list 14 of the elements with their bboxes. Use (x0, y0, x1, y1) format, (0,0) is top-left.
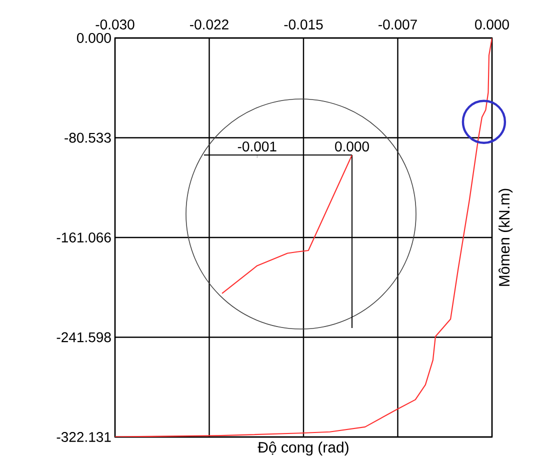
y-axis-title: Mômen (kN.m) (498, 188, 513, 286)
x-axis-title: Độ cong (rad) (258, 442, 348, 456)
x-tick-label: 0.000 (475, 20, 509, 30)
x-tick-label: -0.030 (96, 20, 134, 30)
y-tick-label: -241.598 (56, 332, 111, 342)
y-tick-label: 0.000 (76, 33, 111, 43)
x-tick-label: -0.007 (378, 20, 417, 30)
line-series (115, 38, 492, 437)
x-tick-label: -0.022 (190, 20, 228, 30)
x-tick-label: -0.001 (238, 142, 276, 152)
y-tick-label: -322.131 (56, 432, 111, 442)
y-tick-label: -161.066 (56, 232, 111, 242)
y-tick-label: -80.533 (64, 132, 111, 143)
x-tick-label: -0.015 (284, 20, 323, 30)
